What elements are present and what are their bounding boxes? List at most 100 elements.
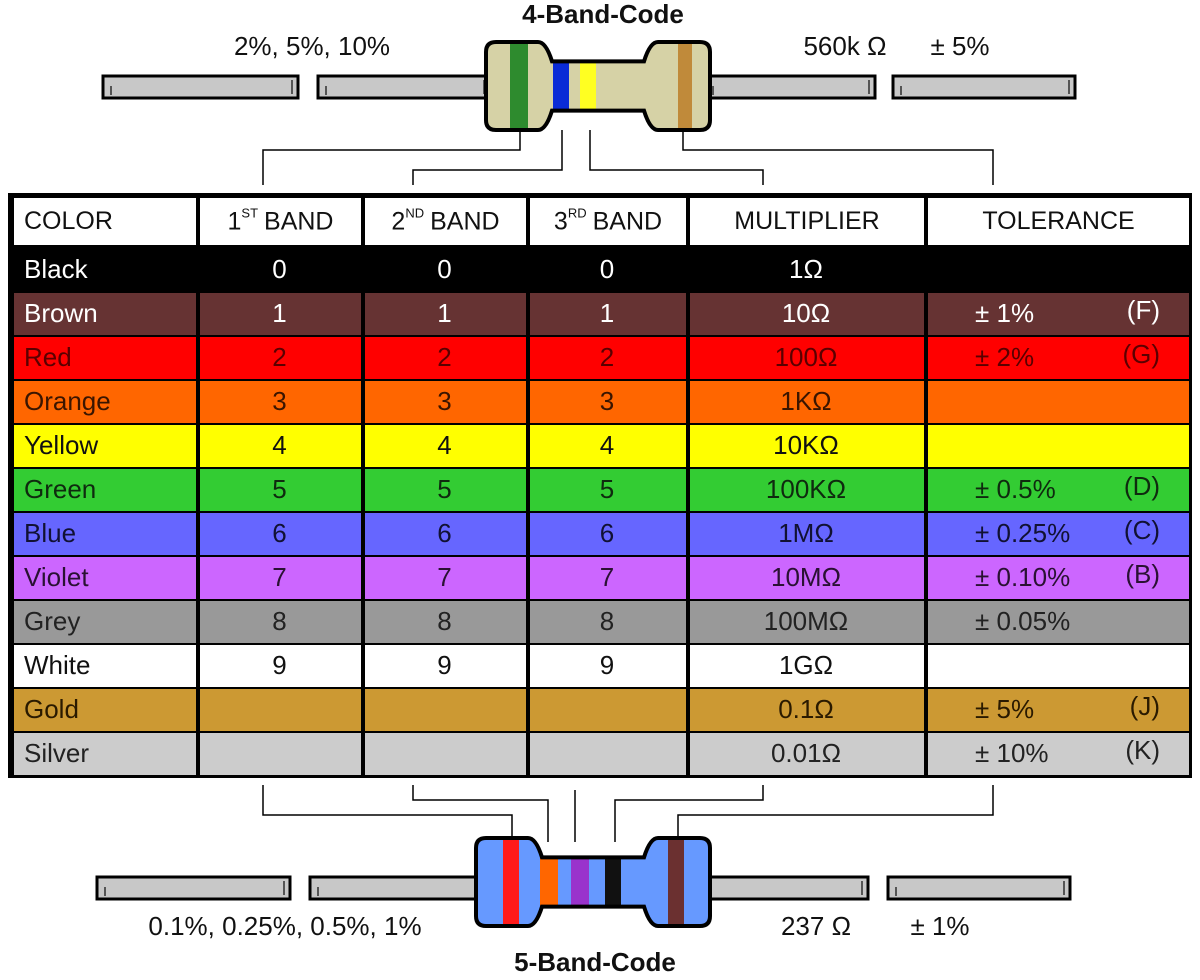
row-cell: [690, 425, 924, 467]
tolerance-code: (D): [1124, 471, 1160, 501]
band-digit: 2: [272, 342, 286, 372]
row-cell: [690, 601, 924, 643]
color-name: Brown: [24, 298, 98, 328]
header-cell: [690, 198, 924, 245]
color-band: [605, 838, 621, 926]
row-cell: [365, 293, 526, 335]
multiplier: 1KΩ: [780, 386, 831, 416]
body-fill: [476, 838, 710, 926]
body-fill: [486, 42, 710, 130]
tolerance: ± 0.25%: [975, 518, 1070, 548]
band-digit: 6: [437, 518, 451, 548]
value: 237 Ω: [781, 911, 851, 941]
band-digit: 5: [600, 474, 614, 504]
band-digit: 0: [272, 254, 286, 284]
row-cell: [530, 469, 686, 511]
color-name: Grey: [24, 606, 80, 636]
row-cell: [14, 733, 196, 775]
row-cell: [14, 425, 196, 467]
tolerance: ± 1%: [910, 911, 969, 941]
row-cell: [14, 469, 196, 511]
table: COLOR 1ST BAND 2ND BAND 3RD BAND MULTIPLIER TOLE…: [8, 193, 1192, 778]
color-name: White: [24, 650, 90, 680]
color-band: [580, 42, 596, 130]
band-digit: 8: [600, 606, 614, 636]
row-cell: [14, 513, 196, 555]
row-cell: [365, 425, 526, 467]
row-cell: [928, 645, 1189, 687]
lead: [101, 74, 300, 100]
color-band: [540, 838, 558, 926]
value: 560k Ω: [803, 31, 886, 61]
row-cell: [928, 337, 1189, 379]
tolerance: ± 5%: [975, 694, 1034, 724]
tolerance-code: (K): [1125, 735, 1160, 765]
color-name: Violet: [24, 562, 89, 592]
row-cell: [690, 381, 924, 423]
band-digit: 6: [272, 518, 286, 548]
header-num: 2: [391, 207, 405, 235]
row-cell: [530, 557, 686, 599]
row-cell: [530, 689, 686, 731]
row-cell: [365, 689, 526, 731]
body-outline: [484, 40, 712, 132]
tolerance: ± 2%: [975, 342, 1034, 372]
band-digit: 8: [272, 606, 286, 636]
body-outline: [474, 836, 712, 928]
color-name: Red: [24, 342, 72, 372]
row-cell: [928, 293, 1189, 335]
header-sup: RD: [568, 206, 587, 221]
row-cell: [530, 733, 686, 775]
band-digit: 0: [437, 254, 451, 284]
band-digit: 9: [437, 650, 451, 680]
row-cell: [530, 601, 686, 643]
row-cell: [690, 689, 924, 731]
row-cell: [200, 425, 361, 467]
row-cell: [200, 601, 361, 643]
row-cell: [530, 425, 686, 467]
row-cell: [200, 249, 361, 291]
tolerance-code: (J): [1130, 691, 1160, 721]
tolerance: ± 0.5%: [975, 474, 1056, 504]
band-digit: 2: [600, 342, 614, 372]
row-cell: [200, 689, 361, 731]
multiplier: 0.01Ω: [771, 738, 841, 768]
row-cell: [14, 337, 196, 379]
row-cell: [928, 513, 1189, 555]
row-cell: [928, 425, 1189, 467]
row-cell: [928, 381, 1189, 423]
color-name: Silver: [24, 738, 89, 768]
color-name: Green: [24, 474, 96, 504]
header-num: 1: [228, 207, 242, 235]
color-band: [668, 838, 684, 926]
header-cell: [530, 198, 686, 245]
header-cell: [365, 198, 526, 245]
tolerance-code: (C): [1124, 515, 1160, 545]
row-cell: [200, 645, 361, 687]
header-cell: [14, 198, 196, 245]
row-cell: [928, 601, 1189, 643]
band-digit: 2: [437, 342, 451, 372]
tolerance: ± 1%: [975, 298, 1034, 328]
multiplier: 10KΩ: [773, 430, 839, 460]
row-cell: [530, 513, 686, 555]
tolerance-code: (F): [1127, 295, 1160, 325]
lead: [891, 74, 1077, 100]
header-cell: [200, 198, 361, 245]
lead: [95, 875, 292, 901]
band-digit: 9: [272, 650, 286, 680]
row-cell: [690, 293, 924, 335]
band-digit: 3: [437, 386, 451, 416]
left-label: 0.1%, 0.25%, 0.5%, 1%: [148, 911, 421, 941]
header-text: BAND: [430, 207, 499, 235]
row-cell: [928, 557, 1189, 599]
header-text: BAND: [593, 207, 662, 235]
row-cell: [690, 645, 924, 687]
row-cell: [530, 645, 686, 687]
band-digit: 4: [437, 430, 451, 460]
row-cell: [530, 293, 686, 335]
tolerance: ± 10%: [975, 738, 1049, 768]
row-cell: [200, 513, 361, 555]
tolerance: ± 5%: [930, 31, 989, 61]
lead: [316, 74, 492, 100]
